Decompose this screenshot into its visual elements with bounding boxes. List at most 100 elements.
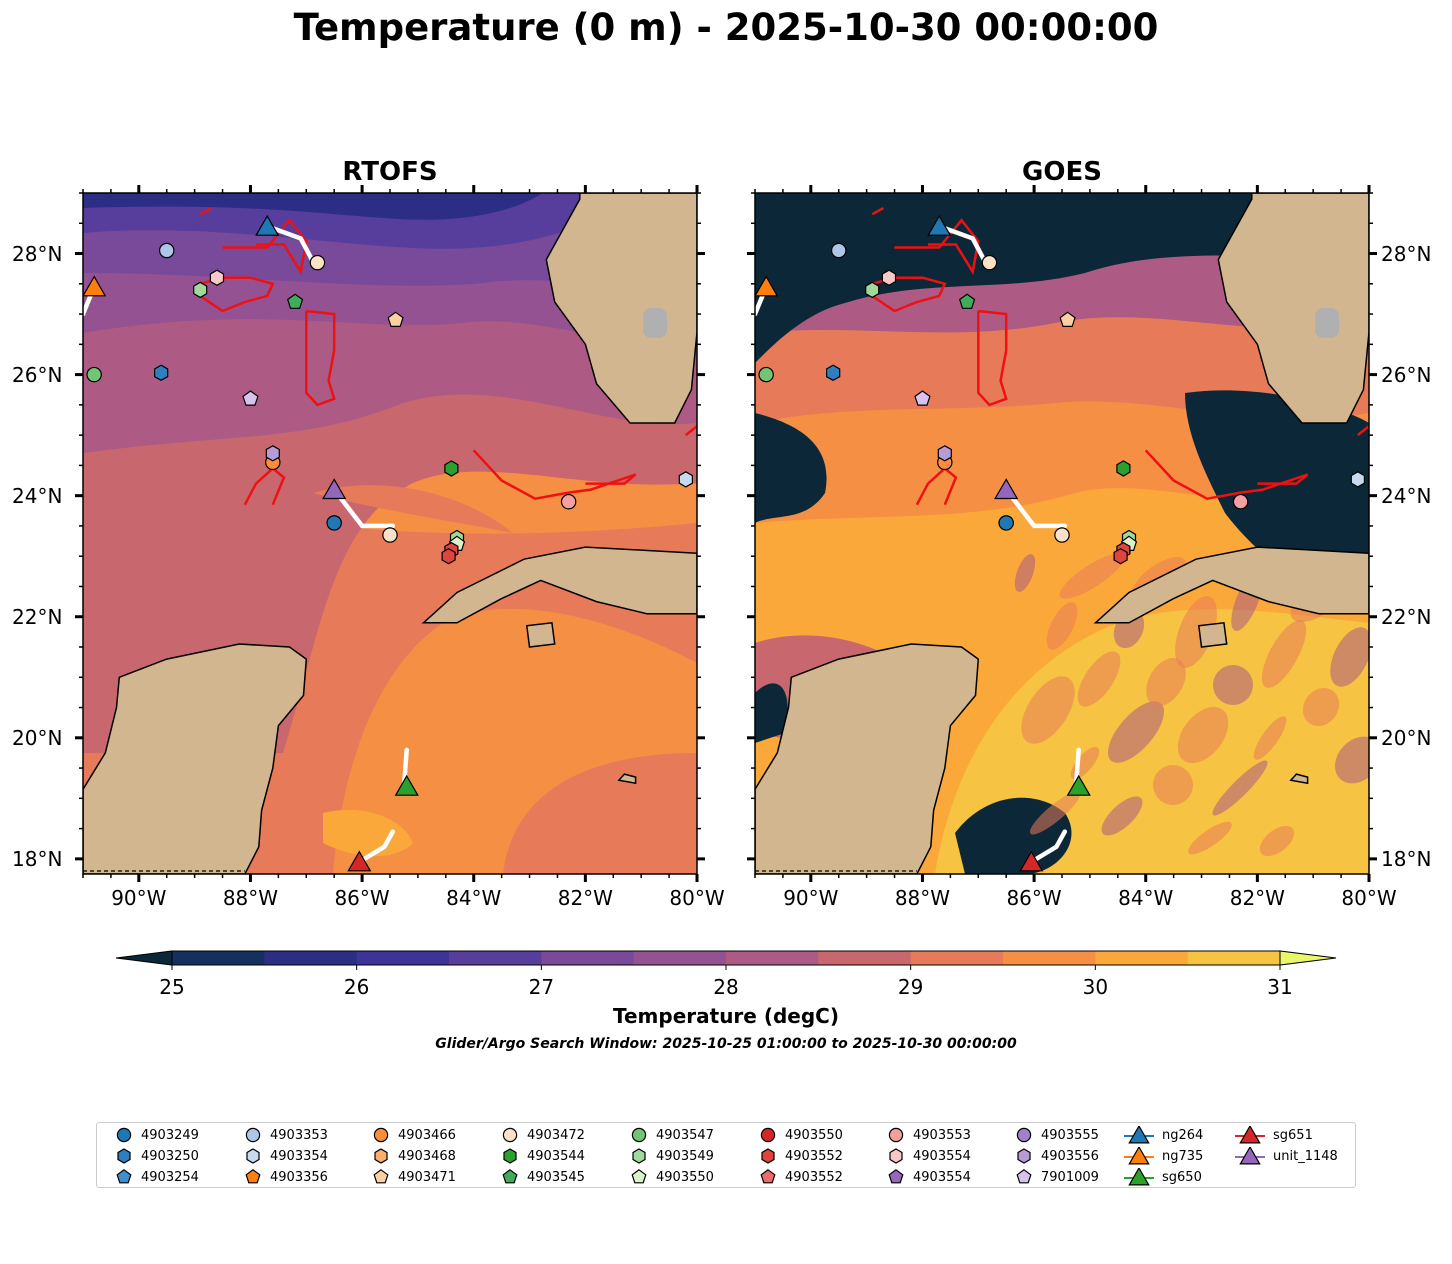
- legend-swatch: [760, 1169, 776, 1184]
- legend-item: 4903545: [501, 1167, 585, 1187]
- land-mass-2: [1093, 546, 1369, 624]
- glider-track: [357, 829, 396, 865]
- legend-item: 4903544: [501, 1146, 585, 1166]
- legend-label: 4903356: [270, 1169, 328, 1185]
- lon-tick-label: 90°W: [783, 886, 839, 910]
- lon-tick-label: 84°W: [446, 886, 502, 910]
- lat-tick-label: 26°N: [12, 362, 63, 387]
- lon-tick-label: 80°W: [1341, 886, 1397, 910]
- legend-item: 4903468: [372, 1146, 456, 1166]
- glider-track: [331, 487, 396, 529]
- legend-label: 4903472: [527, 1127, 585, 1143]
- legend-label: 4903554: [913, 1169, 971, 1185]
- colorbar: [115, 950, 1337, 970]
- land-mass-4: [617, 773, 637, 785]
- legend-swatch: [245, 1127, 261, 1143]
- legend-swatch: [373, 1169, 389, 1184]
- legend-item: 4903353: [244, 1125, 328, 1145]
- loop-current-contour: [472, 449, 637, 501]
- colorbar-min-extend: [115, 950, 173, 966]
- legend-label: 4903547: [656, 1127, 714, 1143]
- colorbar-tick-label: 28: [713, 975, 739, 999]
- glider-track: [1029, 829, 1068, 865]
- lat-tick-label: 24°N: [1381, 483, 1432, 508]
- legend-swatch: [761, 1148, 775, 1164]
- argo-float-marker: [309, 254, 326, 271]
- glider-marker: [394, 774, 419, 796]
- argo-float-marker: [86, 366, 102, 383]
- legend-item: sg651: [1235, 1125, 1313, 1145]
- legend-swatch: [631, 1127, 647, 1143]
- argo-float-marker: [444, 460, 459, 477]
- argo-float-marker: [958, 293, 976, 309]
- colorbar-bin: [1187, 951, 1281, 965]
- legend-label: 4903466: [398, 1127, 456, 1143]
- lat-tick-label: 18°N: [12, 846, 63, 871]
- loop-current-contour: [894, 218, 980, 276]
- colorbar-bin: [541, 951, 635, 965]
- legend-item: 4903471: [372, 1167, 456, 1187]
- glider-marker: [322, 478, 347, 500]
- legend-swatch: [1235, 1126, 1265, 1144]
- loop-current-contour: [198, 276, 275, 313]
- legend-item: 4903472: [501, 1125, 585, 1145]
- argo-float-marker: [560, 493, 577, 510]
- colorbar-tick-label: 25: [159, 975, 185, 999]
- argo-float-marker: [830, 242, 847, 259]
- legend-swatch: [503, 1148, 517, 1164]
- glider-track: [936, 224, 987, 262]
- argo-float-marker: [265, 445, 280, 462]
- legend-item: 4903249: [115, 1125, 199, 1145]
- colorbar-bin: [1095, 951, 1189, 965]
- legend-label: 4903471: [398, 1169, 456, 1185]
- legend-swatch: [246, 1148, 260, 1164]
- argo-float-marker: [1116, 460, 1131, 477]
- loop-current-contour: [871, 207, 884, 216]
- lat-tick-label: 28°N: [12, 241, 63, 266]
- argo-float-marker: [441, 548, 456, 565]
- argo-float-marker: [242, 390, 259, 406]
- legend-swatch: [1124, 1147, 1154, 1165]
- colorbar-tick-label: 27: [528, 975, 555, 999]
- glider-marker: [255, 214, 280, 236]
- figure-title: Temperature (0 m) - 2025-10-30 00:00:00: [293, 6, 1159, 49]
- legend-label: ng264: [1162, 1127, 1204, 1143]
- loop-current-contour: [870, 276, 947, 313]
- argo-float-marker: [881, 269, 897, 286]
- legend-item: 4903547: [630, 1125, 714, 1145]
- legend-item: 7901009: [1015, 1167, 1099, 1187]
- legend-label: 4903353: [270, 1127, 328, 1143]
- legend-label: 4903553: [913, 1127, 971, 1143]
- legend-item: sg650: [1124, 1167, 1202, 1187]
- lon-tick-label: 82°W: [1229, 886, 1285, 910]
- argo-float-marker: [286, 293, 304, 309]
- legend-label: sg650: [1162, 1169, 1202, 1185]
- colorbar-max-extend: [1279, 950, 1337, 966]
- argo-float-marker: [865, 281, 880, 299]
- colorbar-bin: [264, 951, 358, 965]
- lat-tick-label: 28°N: [1381, 241, 1432, 266]
- loop-current-contour: [977, 309, 1008, 407]
- argo-float-marker: [981, 254, 998, 271]
- legend-item: ng264: [1124, 1125, 1203, 1145]
- legend-item: 4903552: [759, 1167, 843, 1187]
- argo-float-marker: [1059, 311, 1076, 327]
- legend-swatch: [502, 1169, 518, 1184]
- legend-swatch: [1016, 1127, 1032, 1143]
- loop-current-contour: [1144, 449, 1309, 501]
- legend-swatch: [116, 1127, 132, 1143]
- land-mass-1: [545, 193, 697, 424]
- lon-tick-label: 82°W: [557, 886, 613, 910]
- glider-marker: [755, 275, 779, 297]
- colorbar-label: Temperature (degC): [613, 1004, 839, 1028]
- legend-label: 4903552: [785, 1148, 843, 1164]
- legend-label: 4903545: [527, 1169, 585, 1185]
- lon-tick-label: 86°W: [334, 886, 390, 910]
- legend-swatch: [116, 1169, 132, 1184]
- argo-float-marker: [998, 515, 1014, 531]
- legend-swatch: [1235, 1147, 1265, 1165]
- legend-label: 4903550: [785, 1127, 843, 1143]
- argo-float-marker: [382, 527, 398, 543]
- argo-float-marker: [937, 445, 952, 462]
- argo-float-marker: [153, 364, 169, 381]
